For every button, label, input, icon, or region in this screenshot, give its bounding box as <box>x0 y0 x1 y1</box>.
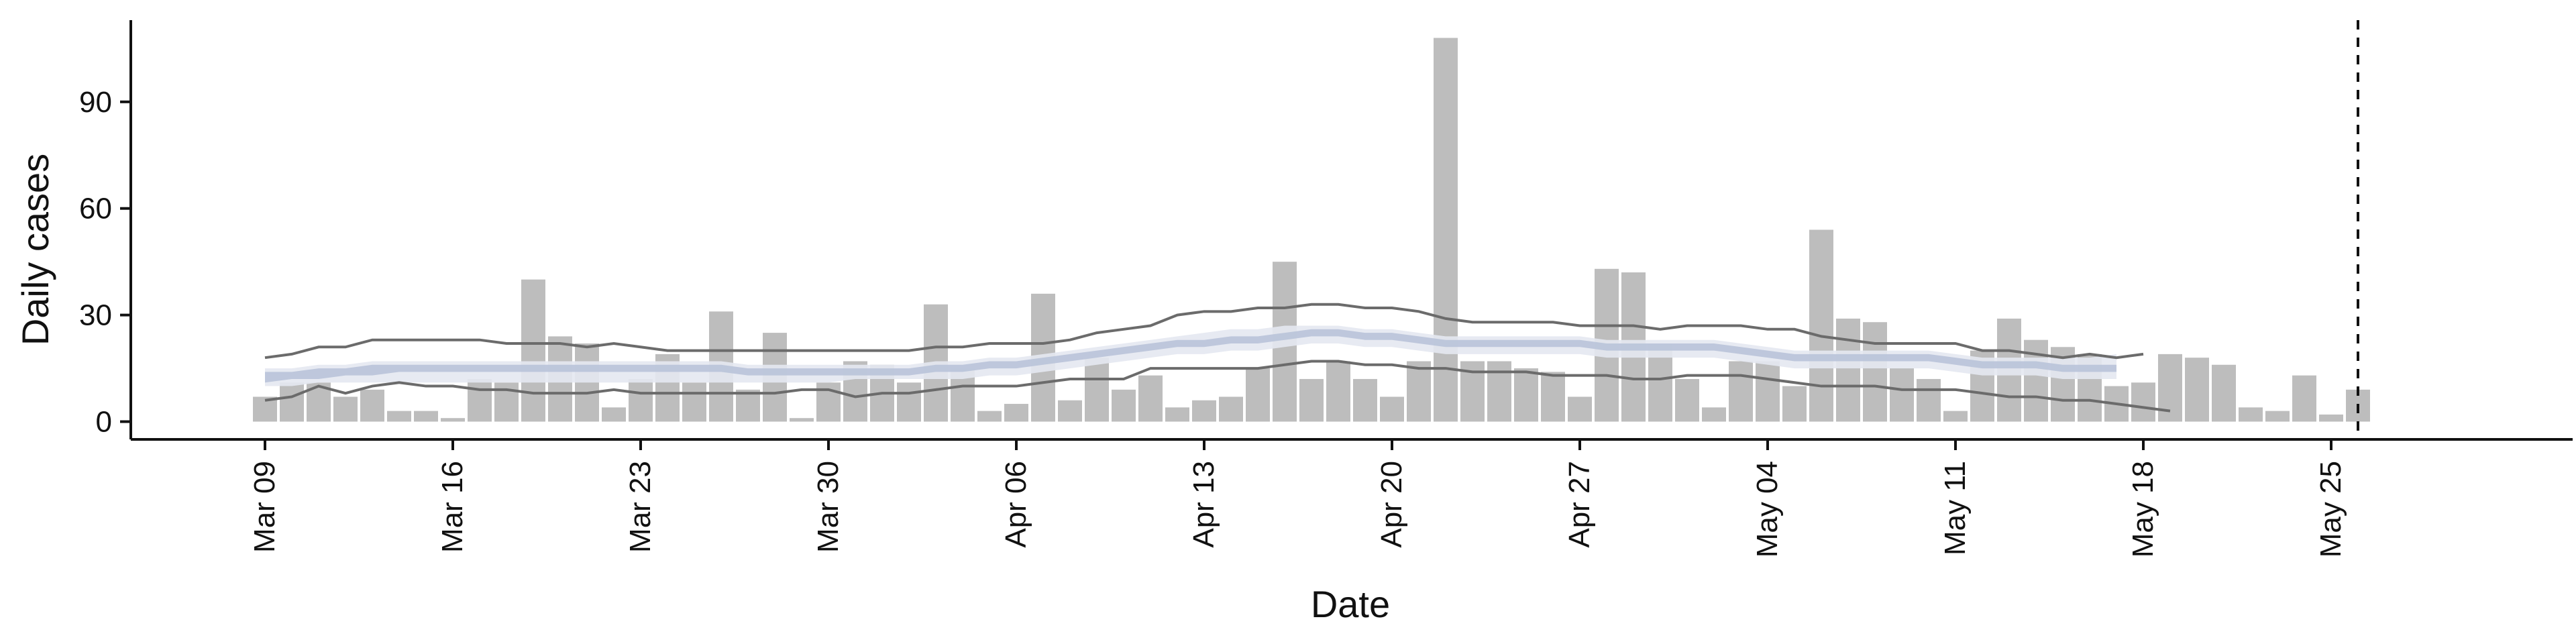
tick-labels: 0 30 60 90 Mar 09 Mar 16 Mar 23 Mar 30 Apr 06 Apr… <box>79 86 2347 557</box>
daily-cases-bar <box>387 411 411 422</box>
daily-cases-bar <box>2239 407 2263 422</box>
daily-cases-bar <box>521 279 545 422</box>
daily-cases-bar <box>280 382 304 422</box>
y-tick-label: 30 <box>79 299 112 332</box>
daily-cases-bar <box>468 378 492 422</box>
daily-cases-bar <box>629 378 653 422</box>
daily-cases-bar <box>1702 407 1726 422</box>
daily-cases-bar <box>360 389 384 422</box>
daily-cases-bar <box>414 411 438 422</box>
daily-cases-bar <box>1890 368 1914 422</box>
x-tick-label: May 18 <box>2127 461 2159 557</box>
y-tick-label: 90 <box>79 86 112 119</box>
daily-cases-bar <box>1219 396 1243 422</box>
daily-cases-bar <box>2185 358 2209 422</box>
daily-cases-bar <box>1836 318 1860 422</box>
x-tick-label: Mar 30 <box>812 461 845 553</box>
daily-cases-bar <box>682 382 706 422</box>
daily-cases-bar <box>1568 396 1592 422</box>
x-tick-label: Mar 16 <box>436 461 469 553</box>
daily-cases-bar <box>1407 361 1431 422</box>
daily-cases-bar <box>1487 361 1511 422</box>
daily-cases-bar <box>1004 404 1028 422</box>
daily-cases-bar <box>1138 375 1163 422</box>
interval-line-4 <box>264 360 2171 413</box>
daily-cases-bar <box>1434 38 1458 422</box>
x-tick-label: Apr 27 <box>1563 461 1596 548</box>
daily-cases-bar <box>1782 386 1807 422</box>
daily-cases-bar <box>1917 378 1941 422</box>
axes <box>129 20 2573 441</box>
y-tick-label: 60 <box>79 193 112 225</box>
daily-cases-bar <box>575 343 599 422</box>
x-axis-title: Date <box>1311 583 1390 625</box>
daily-cases-bar <box>736 389 760 422</box>
x-tick-label: Apr 20 <box>1375 461 1408 548</box>
daily-cases-bar <box>253 396 277 422</box>
plot-area <box>253 20 2370 439</box>
daily-cases-bar <box>333 396 358 422</box>
daily-cases-bar <box>1112 389 1136 422</box>
y-axis-title: Daily cases <box>14 154 56 345</box>
daily-cases-bar <box>1380 396 1404 422</box>
y-tick-label: 0 <box>96 406 112 439</box>
daily-cases-bar <box>1326 361 1350 422</box>
daily-cases-bar <box>441 418 465 422</box>
daily-cases-bar <box>2131 382 2155 422</box>
daily-cases-bar <box>1863 322 1887 422</box>
daily-cases-bar <box>1729 361 1753 422</box>
daily-cases-bar <box>2158 354 2182 422</box>
daily-cases-bar <box>977 411 1002 422</box>
daily-cases-bar <box>1192 400 1216 422</box>
x-tick-label: May 25 <box>2314 461 2347 557</box>
daily-cases-bar <box>1756 361 1780 422</box>
daily-cases-bar <box>2292 375 2316 422</box>
daily-cases-bar <box>2212 364 2236 422</box>
x-tick-label: Mar 09 <box>248 461 281 553</box>
daily-cases-bar <box>790 418 814 422</box>
daily-cases-bar <box>1943 411 1968 422</box>
daily-cases-bar <box>1541 372 1565 422</box>
daily-cases-bar <box>2319 414 2343 422</box>
daily-cases-bar <box>1514 368 1538 422</box>
interval-line-3 <box>264 303 2144 360</box>
daily-cases-bar <box>1353 378 1377 422</box>
x-tick-label: May 04 <box>1751 461 1784 557</box>
daily-cases-bar <box>2265 411 2290 422</box>
daily-cases-bar <box>1165 407 1189 422</box>
daily-cases-bar <box>897 382 921 422</box>
daily-cases-bar <box>1246 368 1270 422</box>
x-tick-label: Mar 23 <box>624 461 657 553</box>
estimate-band-2 <box>265 329 2116 383</box>
daily-cases-bar <box>602 407 626 422</box>
daily-cases-bar <box>1299 378 1324 422</box>
daily-cases-bar <box>1085 358 1109 422</box>
x-tick-label: Apr 06 <box>1000 461 1032 548</box>
daily-cases-bar <box>1058 400 1082 422</box>
daily-cases-bar <box>1675 378 1699 422</box>
daily-cases-bar <box>1809 229 1833 422</box>
x-tick-label: May 11 <box>1939 461 1972 555</box>
x-tick-label: Apr 13 <box>1187 461 1220 548</box>
